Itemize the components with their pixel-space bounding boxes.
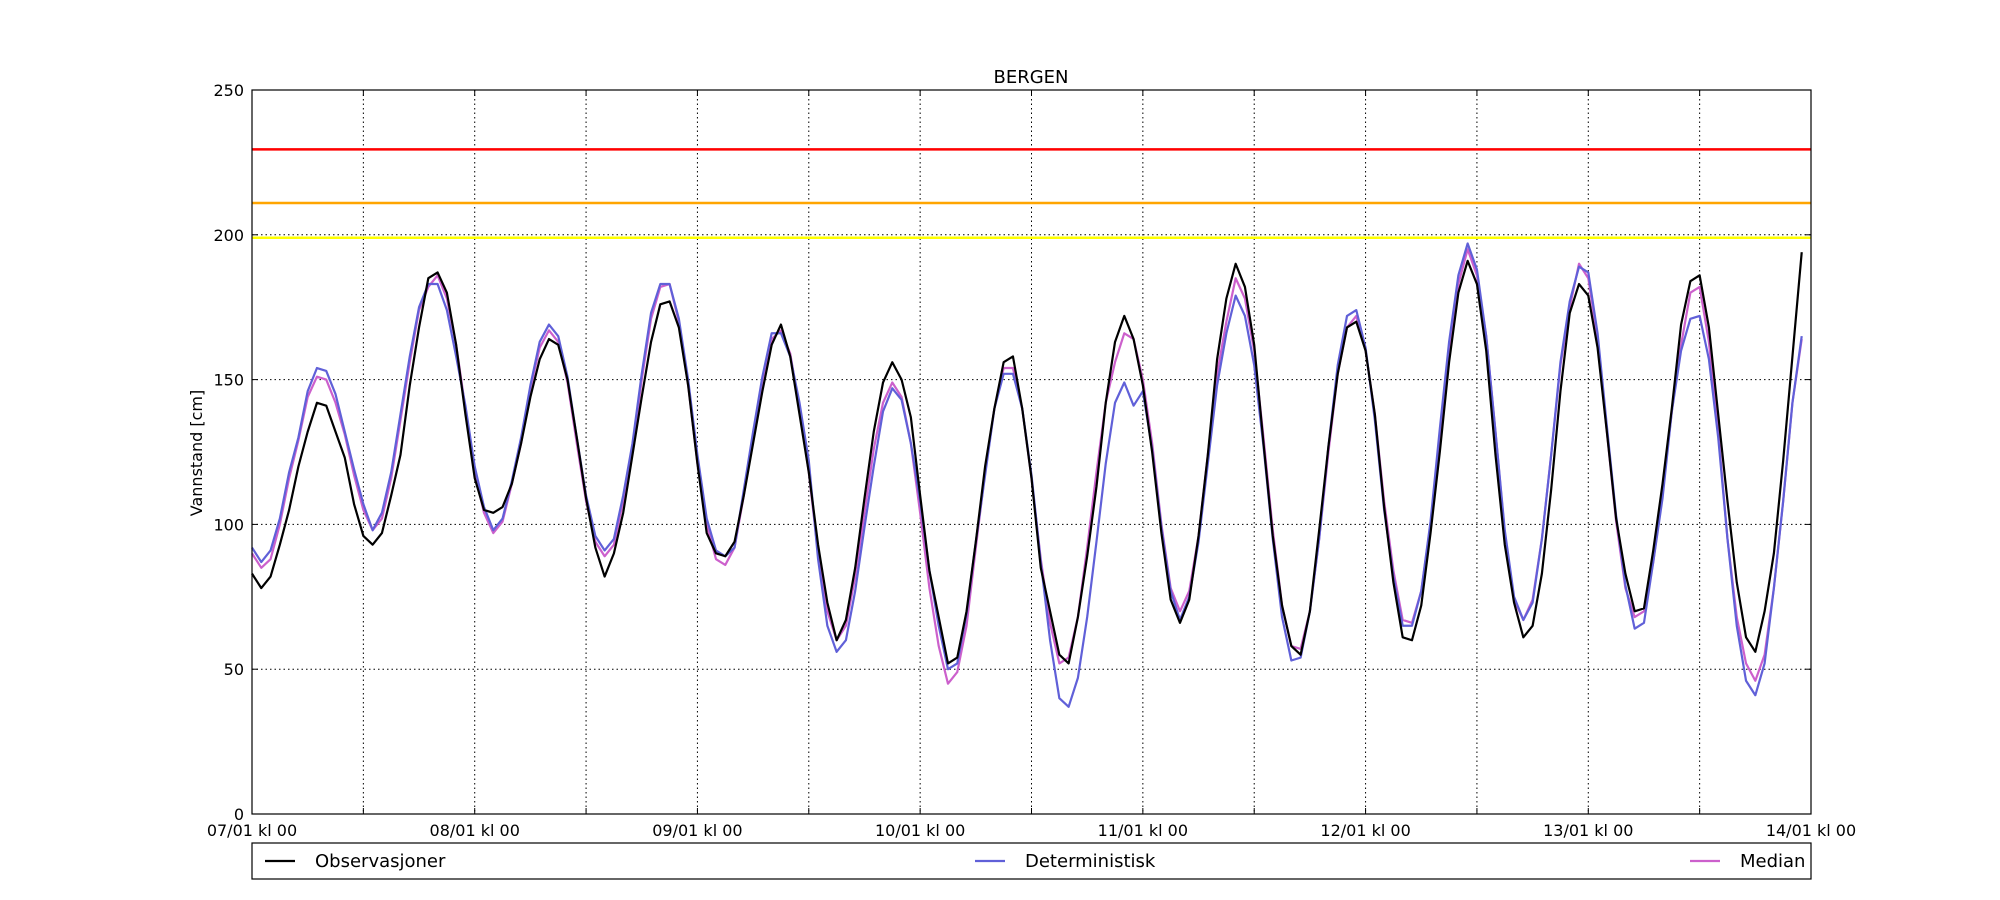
y-tick-label: 0 <box>234 805 244 824</box>
y-axis-label: Vannstand [cm] <box>187 390 206 516</box>
x-tick-label: 12/01 kl 00 <box>1320 821 1410 840</box>
y-tick-label: 250 <box>213 81 244 100</box>
axis-ticks: 0 50 100 150 200 250 07/01 kl 00 08/01 kl 00 09/… <box>207 81 1856 840</box>
grid-lines <box>252 90 1811 814</box>
legend-entries: Observasjoner Deterministisk Median <box>265 851 1805 872</box>
x-tick-label: 09/01 kl 00 <box>652 821 742 840</box>
x-tick-label: 11/01 kl 00 <box>1098 821 1188 840</box>
legend-label: Deterministisk <box>1025 851 1156 872</box>
y-tick-label: 100 <box>213 515 244 534</box>
x-tick-label: 10/01 kl 00 <box>875 821 965 840</box>
y-tick-label: 50 <box>224 660 244 679</box>
series-lines <box>251 242 1803 708</box>
x-tick-label: 07/01 kl 00 <box>207 821 297 840</box>
legend <box>251 842 1812 880</box>
chart-title: BERGEN <box>993 67 1068 88</box>
legend-label: Median <box>1740 851 1805 872</box>
x-tick-label: 14/01 kl 00 <box>1766 821 1856 840</box>
x-tick-label: 08/01 kl 00 <box>430 821 520 840</box>
series-line-observasjoner <box>251 252 1803 665</box>
y-tick-label: 200 <box>213 226 244 245</box>
threshold-lines <box>252 148 1811 239</box>
legend-label: Observasjoner <box>315 851 446 872</box>
y-tick-label: 150 <box>213 371 244 390</box>
x-tick-label: 13/01 kl 00 <box>1543 821 1633 840</box>
